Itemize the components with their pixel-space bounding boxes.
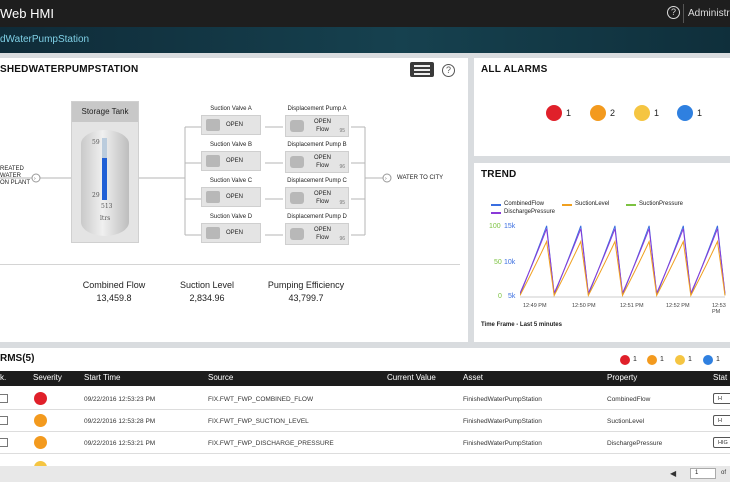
suction-valve-c[interactable]: Suction Valve C OPEN [199, 178, 263, 215]
valve-icon [206, 119, 220, 131]
destination-label: WATER TO CITY [397, 175, 444, 181]
trend-line-DischargePressure [520, 228, 726, 296]
alarm-table-title: RMS(5) [0, 353, 35, 364]
settings-sliders-button[interactable] [410, 62, 434, 77]
tank-scale-top: 59 [92, 139, 100, 146]
displacement-pump-b[interactable]: Displacement Pump B OPEN Flow 96 [283, 142, 351, 179]
ack-checkbox[interactable] [0, 416, 8, 425]
legend-discharge-pressure[interactable]: DischargePressure [491, 209, 555, 215]
valve-icon [206, 191, 220, 203]
breadcrumb-bar: dWaterPumpStation [0, 27, 730, 53]
tank-scale-mid: 29 [92, 192, 100, 199]
trend-line-SuctionLevel [520, 239, 726, 298]
y-right-tick: 15k [504, 223, 516, 230]
x-tick: 12:49 PM [523, 303, 547, 309]
process-piping: › › [0, 126, 392, 236]
prev-page-icon[interactable]: ◀ [670, 469, 677, 478]
metric-pumping-efficiency: Pumping Efficiency 43,799.7 [267, 280, 345, 303]
severity-critical-icon [34, 392, 47, 405]
alarm-table-panel: RMS(5) 1 1 1 1 k. Severity Start Time So… [0, 348, 730, 500]
ack-checkbox[interactable] [0, 394, 8, 403]
page-of-label: of [721, 470, 727, 476]
storage-tank-title: Storage Tank [72, 102, 138, 122]
header-divider [683, 4, 684, 23]
metric-combined-flow: Combined Flow 13,459.8 [82, 280, 146, 303]
metric-suction-level: Suction Level 2,834.96 [179, 280, 235, 303]
col-source[interactable]: Source [208, 373, 234, 382]
tank-value: 513 [101, 203, 113, 210]
pump-icon [290, 156, 304, 168]
page-select[interactable]: 1 [690, 468, 716, 479]
displacement-pump-d[interactable]: Displacement Pump D OPEN Flow 96 [283, 214, 351, 251]
x-tick: 12:51 PM [620, 303, 644, 309]
process-panel-title: SHEDWATERPUMPSTATION [0, 64, 139, 75]
col-start-time[interactable]: Start Time [84, 373, 121, 382]
y-right-tick: 10k [504, 259, 516, 266]
displacement-pump-c[interactable]: Displacement Pump C OPEN Flow 95 [283, 178, 351, 215]
valve-icon [206, 227, 220, 239]
tank-level-bar [102, 157, 107, 200]
x-tick: 12:52 PM [666, 303, 690, 309]
col-severity[interactable]: Severity [33, 373, 62, 382]
low-alarm-icon [677, 105, 693, 121]
all-alarms-title: ALL ALARMS [481, 64, 548, 75]
valve-icon [206, 155, 220, 167]
trend-panel: TREND CombinedFlow SuctionLevel SuctionP… [474, 163, 730, 342]
col-property[interactable]: Property [607, 373, 638, 382]
critical-alarm-icon [546, 105, 562, 121]
table-row[interactable]: 09/22/2016 12:53:21 PM FIX.FWT_FWP_DISCH… [0, 432, 730, 454]
suction-valve-d[interactable]: Suction Valve D OPEN [199, 214, 263, 251]
trend-chart [520, 225, 726, 298]
col-asset[interactable]: Asset [463, 373, 484, 382]
svg-text:›: › [385, 176, 387, 182]
displacement-pump-a[interactable]: Displacement Pump A OPEN Flow 95 [283, 106, 351, 143]
status-button[interactable]: HIG [713, 437, 730, 448]
table-row[interactable]: 09/22/2016 12:53:23 PM FIX.FWT_FWP_COMBI… [0, 388, 730, 410]
pump-icon [290, 228, 304, 240]
y-left-tick: 100 [489, 223, 501, 230]
suction-valve-b[interactable]: Suction Valve B OPEN [199, 142, 263, 179]
breadcrumb[interactable]: dWaterPumpStation [0, 34, 90, 45]
help-icon[interactable]: ? [667, 6, 680, 19]
status-button[interactable]: H [713, 393, 730, 404]
table-row[interactable]: 09/22/2016 12:53:28 PM FIX.FWT_FWP_SUCTI… [0, 410, 730, 432]
metrics-divider [0, 264, 460, 265]
medium-alarm-icon [634, 105, 650, 121]
high-alarm-icon [590, 105, 606, 121]
y-right-tick: 5k [508, 293, 516, 300]
col-status[interactable]: Stat [713, 373, 728, 382]
user-menu[interactable]: Administra [688, 8, 730, 19]
legend-combined-flow[interactable]: CombinedFlow [491, 201, 544, 207]
y-left-tick: 50 [494, 259, 502, 266]
col-current-value[interactable]: Current Value [387, 373, 436, 382]
table-pager: ◀ 1 of [0, 466, 730, 482]
col-ack[interactable]: k. [0, 373, 7, 382]
all-alarms-panel: ALL ALARMS 1 2 1 1 [474, 58, 730, 156]
pump-icon [290, 192, 304, 204]
process-panel: SHEDWATERPUMPSTATION ? › › [0, 58, 468, 342]
suction-valve-a[interactable]: Suction Valve A OPEN [199, 106, 263, 143]
severity-high-icon [34, 436, 47, 449]
legend-suction-level[interactable]: SuctionLevel [562, 201, 609, 207]
legend-suction-pressure[interactable]: SuctionPressure [626, 201, 683, 207]
source-label: REATED WATER ON PLANT [0, 166, 31, 186]
pump-icon [290, 120, 304, 132]
svg-text:›: › [34, 176, 36, 182]
table-row-partial[interactable] [0, 454, 730, 474]
trend-title: TREND [481, 169, 517, 180]
time-frame-label: Time Frame - Last 5 minutes [481, 322, 562, 328]
severity-high-icon [34, 414, 47, 427]
status-button[interactable]: H [713, 415, 730, 426]
ack-checkbox[interactable] [0, 438, 8, 447]
tank-unit: ltrs [100, 215, 111, 222]
info-icon[interactable]: ? [442, 64, 455, 77]
app-header: Web HMI ? Administra [0, 0, 730, 27]
y-left-tick: 0 [498, 293, 502, 300]
storage-tank[interactable]: Storage Tank 59 29 513 ltrs [71, 101, 139, 243]
app-title: Web HMI [0, 6, 54, 21]
table-header: k. Severity Start Time Source Current Va… [0, 371, 730, 386]
x-tick: 12:50 PM [572, 303, 596, 309]
x-tick: 12:53 PM [712, 303, 726, 315]
